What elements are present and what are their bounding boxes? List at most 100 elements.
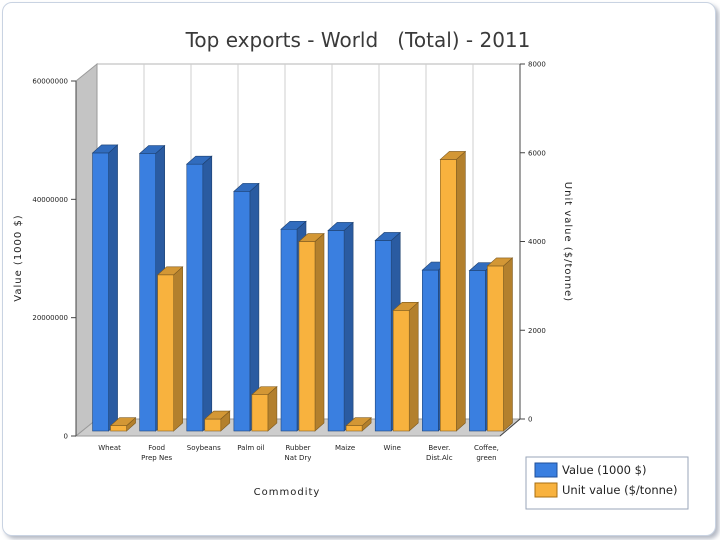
bar-unit-value-front: [204, 418, 222, 432]
bar-unit-value-top: [392, 302, 420, 311]
bar-unit-value: [439, 150, 467, 432]
y2-tick-label: 4000: [528, 238, 546, 246]
category-label-line: Nat Dry: [285, 454, 312, 462]
category-label: Soybeans: [187, 444, 221, 452]
bar-value-top: [327, 222, 354, 231]
category-label-line: Coffee,: [474, 444, 499, 452]
y2-tick-label: 8000: [528, 61, 546, 69]
bar-unit-value: [486, 257, 514, 432]
bar-value-front: [469, 270, 486, 432]
bar-unit-value-top: [486, 257, 514, 267]
bar-unit-value-front: [251, 394, 269, 432]
bar-unit-value-side: [503, 257, 513, 432]
y-tick-label: 40000000: [32, 196, 68, 204]
bar-unit-value-front: [345, 425, 363, 432]
y-tick-label: 60000000: [32, 78, 68, 86]
legend-swatch-unit-value: [534, 482, 558, 498]
bar-value-side: [202, 155, 213, 432]
bar-unit-value-front: [487, 265, 504, 432]
bar-unit-value-side: [408, 301, 419, 432]
category-label-line: Prep Nes: [141, 454, 172, 462]
bar-unit-value-top: [298, 233, 325, 242]
bar-value-top: [91, 144, 119, 154]
x-axis-label: Commodity: [254, 487, 321, 498]
bar-value-front: [186, 163, 204, 432]
y2-tick-label: 0: [528, 416, 532, 424]
right-axis-foot: [499, 418, 521, 437]
bar-unit-value: [251, 385, 278, 432]
bar-value: [327, 221, 354, 432]
bar-unit-value-top: [203, 410, 231, 420]
bar-unit-value: [109, 417, 137, 432]
y2-axis-label: Unit value ($/tonne): [562, 182, 573, 302]
bar-value-top: [374, 232, 402, 241]
category-label: Rubber Nat Dry: [285, 444, 312, 462]
bar-value: [91, 144, 119, 432]
y2-tick-label: 2000: [528, 327, 546, 335]
legend-label-value: Value (1000 $): [562, 463, 646, 477]
bar-value-front: [139, 153, 156, 432]
category-labels: Wheat Food Prep Nes Soybeans Palm oil Rubber N…: [98, 444, 499, 462]
bar-unit-value-front: [110, 425, 127, 432]
bar-value-top: [138, 145, 166, 154]
bar-unit-value-front: [157, 274, 174, 432]
category-label: Palm oil: [237, 444, 264, 452]
bar-value-front: [374, 240, 392, 432]
category-label-line: Palm oil: [237, 444, 264, 452]
category-label-line: Bever.: [428, 444, 450, 452]
y-tick-label: 20000000: [32, 314, 68, 322]
bar-value-top: [233, 183, 260, 192]
category-label-line: Wine: [383, 444, 400, 452]
bar-unit-value: [345, 417, 372, 432]
bar-value: [185, 155, 213, 432]
bar-value-front: [327, 230, 345, 432]
category-label-line: green: [476, 454, 496, 462]
bar-unit-value-top: [251, 386, 278, 395]
category-label-line: Maize: [335, 444, 355, 452]
category-label: Wheat: [98, 444, 121, 452]
bar-unit-value-top: [439, 151, 467, 160]
bar-unit-value: [156, 266, 184, 432]
y-axis-label: Value (1000 $): [13, 214, 24, 301]
bars: [91, 144, 514, 432]
category-label: Coffee, green: [474, 444, 499, 462]
bar-unit-value-top: [109, 417, 137, 426]
chart-title: Top exports - World (Total) - 2011: [185, 28, 531, 52]
bar-unit-value-front: [440, 159, 457, 432]
y-tick-label: 0: [64, 433, 68, 441]
bar-unit-value: [392, 301, 420, 432]
category-label: Food Prep Nes: [141, 444, 172, 462]
bar-unit-value-side: [173, 266, 183, 432]
category-label-line: Rubber: [285, 444, 310, 452]
bar-value-top: [280, 220, 307, 230]
category-label-line: Food: [148, 444, 165, 452]
legend-swatch-value: [534, 462, 558, 478]
bar-unit-value-front: [298, 241, 316, 432]
bar-value-front: [280, 228, 298, 432]
bar-unit-value-top: [156, 266, 184, 276]
bar-unit-value: [298, 232, 325, 432]
category-label: Bever. Dist.Alc: [426, 444, 453, 462]
category-label-line: Soybeans: [187, 444, 221, 452]
bar-value-front: [233, 191, 251, 432]
bar-unit-value: [203, 410, 231, 432]
bar-value-front: [422, 269, 439, 432]
bar-unit-value-side: [456, 150, 466, 432]
category-label-line: Wheat: [98, 444, 121, 452]
y2-tick-label: 6000: [528, 149, 546, 157]
bar-value-top: [185, 155, 213, 165]
bar-value-side: [108, 144, 118, 432]
category-label: Wine: [383, 444, 400, 452]
bar-value-front: [92, 152, 109, 432]
tick-labels: 0 20000000 40000000 60000000 0 2000 4000 6000 80…: [32, 61, 545, 441]
category-label-line: Dist.Alc: [426, 454, 453, 462]
legend-label-unit-value: Unit value ($/tonne): [562, 483, 678, 497]
bar-unit-value-front: [392, 310, 410, 432]
bar-value: [233, 182, 260, 432]
legend: Value (1000 $) Unit value ($/tonne): [525, 456, 689, 510]
category-label: Maize: [335, 444, 355, 452]
bar-unit-value-top: [345, 417, 372, 426]
bar-unit-value-side: [314, 232, 325, 432]
bar-value-side: [343, 221, 354, 432]
